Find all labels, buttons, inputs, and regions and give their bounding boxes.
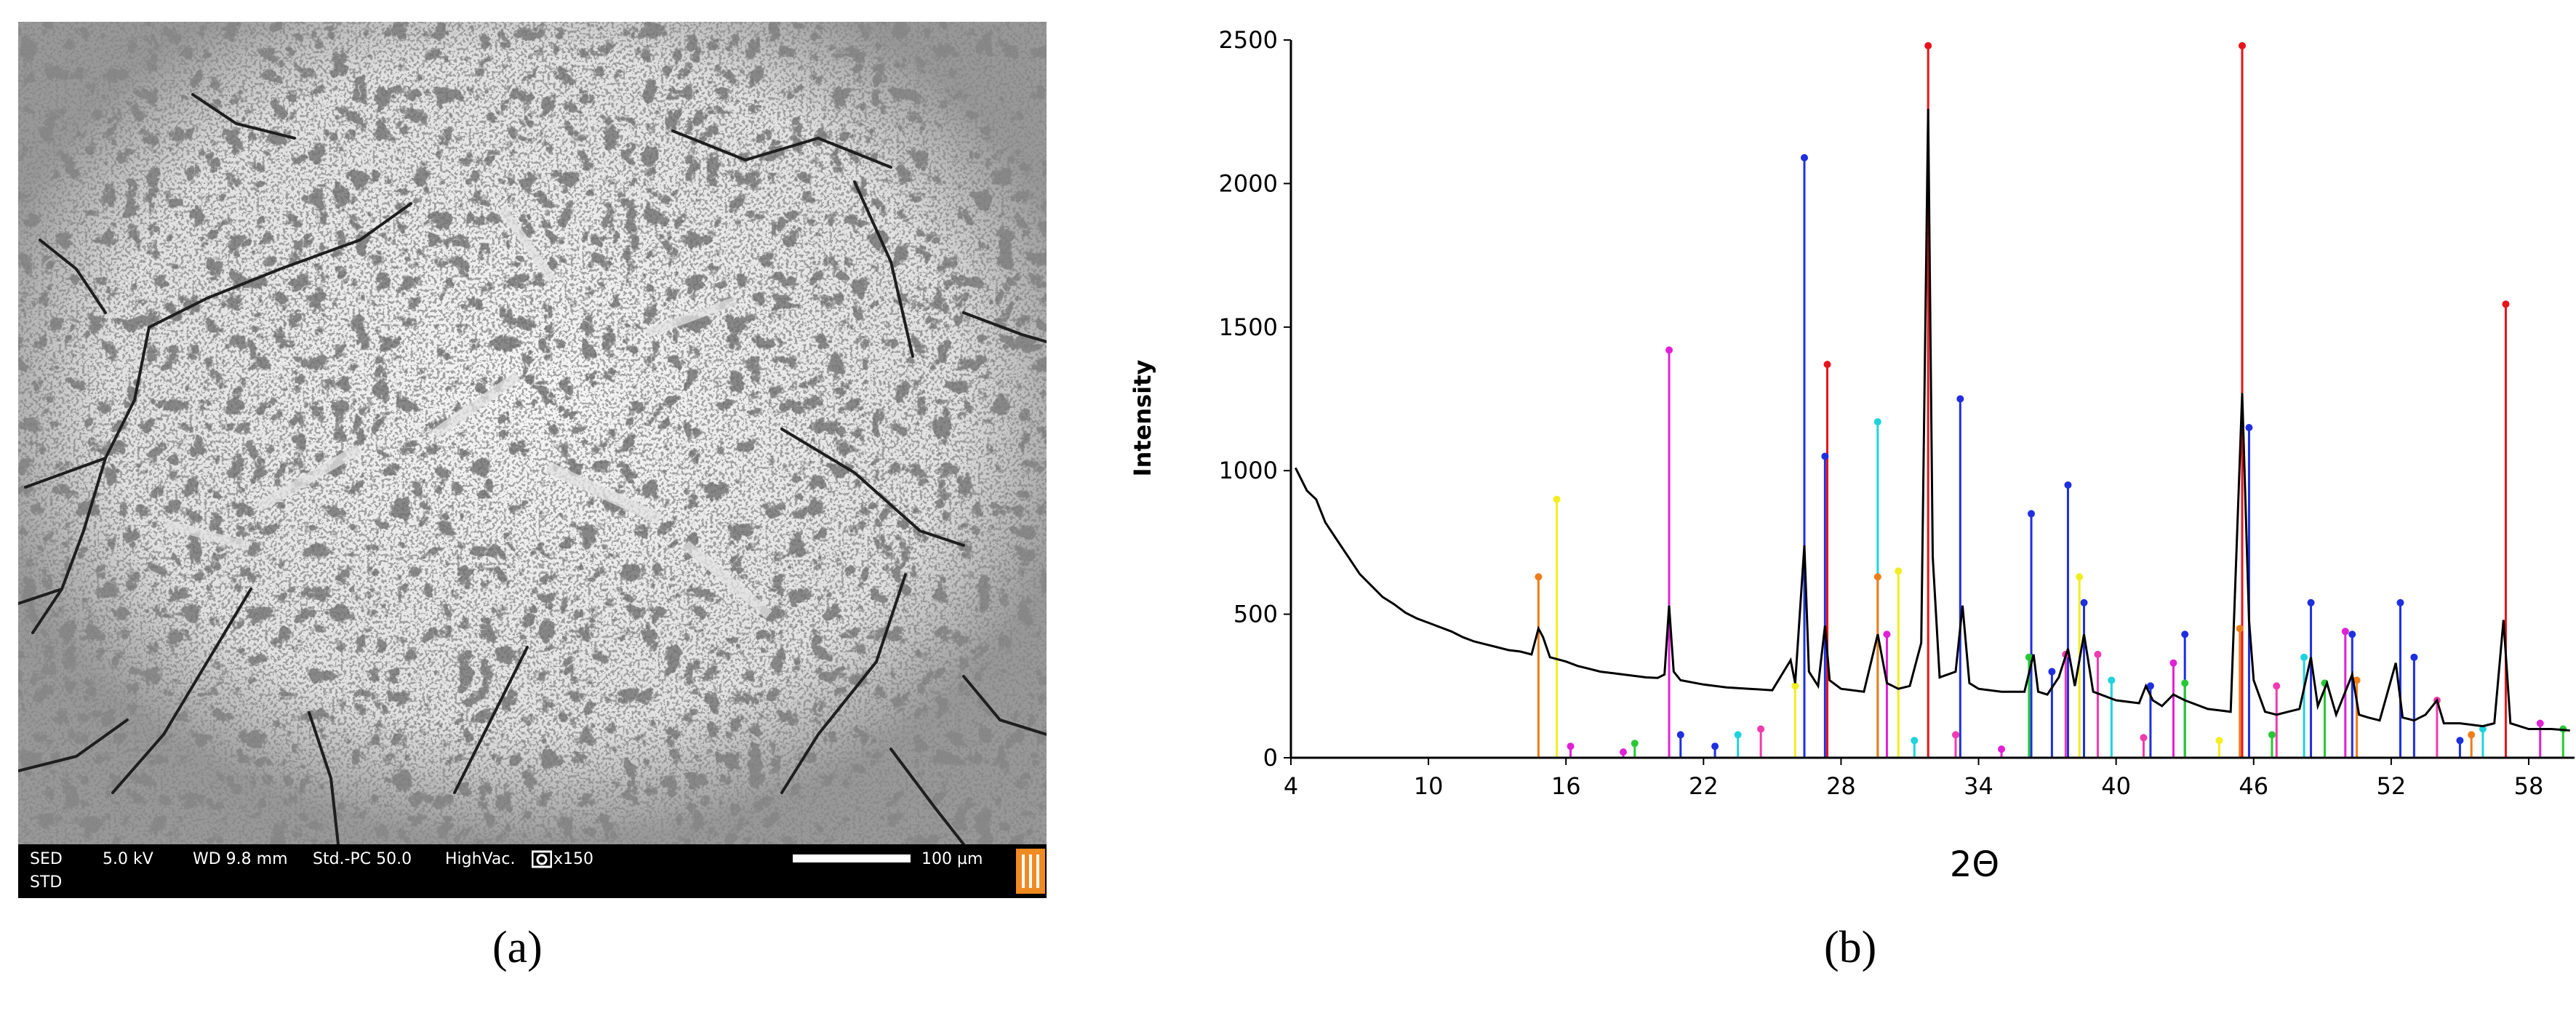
reference-peak-green [2268, 731, 2276, 758]
detector-mode: SED [30, 850, 63, 868]
reference-peak-red [1823, 361, 1831, 758]
reference-peak-blue [2080, 598, 2088, 758]
reference-peak-magenta [1567, 742, 1575, 758]
reference-peak-magenta [2169, 659, 2177, 758]
reference-peak-magenta [1620, 748, 1628, 758]
reference-peak-pink [2140, 734, 2148, 758]
reference-peak-yellow [1895, 567, 1903, 758]
x-tick-label: 40 [2101, 772, 2131, 800]
reference-peak-yellow [1553, 495, 1561, 758]
y-tick-label: 2500 [1219, 26, 1278, 54]
camera-icon [532, 850, 552, 868]
jeol-logo [1016, 849, 1045, 894]
reference-peak-blue [1956, 395, 1964, 758]
reference-peak-orange [1873, 573, 1881, 758]
magnification: x150 [553, 850, 594, 868]
x-tick-label: 22 [1689, 772, 1719, 800]
vacuum-mode: HighVac. [445, 850, 516, 868]
y-tick-label: 500 [1233, 601, 1278, 628]
reference-peak-blue [2410, 653, 2418, 758]
reference-peak-blue [2396, 598, 2404, 758]
detector-mode-secondary: STD [30, 873, 63, 892]
xrd-pattern-line [1294, 108, 2570, 732]
reference-peak-pink [2273, 682, 2281, 758]
reference-peak-red [2502, 300, 2510, 758]
y-tick-label: 1000 [1219, 457, 1278, 484]
reference-peak-pink [1757, 725, 1765, 758]
x-axis-title: 2Θ [1950, 844, 1999, 885]
reference-peak-yellow [1791, 682, 1799, 758]
sem-micrograph-panel: SED STD 5.0 kV WD 9.8 mm Std.-PC 50.0 Hi… [18, 22, 1047, 898]
reference-peak-blue [1711, 742, 1719, 758]
reference-peak-cyan [1911, 737, 1919, 758]
panel-b-label: (b) [1824, 923, 1877, 972]
x-tick-label: 46 [2239, 772, 2268, 800]
sem-micrograph-image [18, 22, 1047, 844]
y-tick-label: 2000 [1219, 169, 1278, 197]
spot-size: Std.-PC 50.0 [313, 850, 412, 868]
x-tick-label: 58 [2514, 772, 2544, 800]
y-axis-title: Intensity [1129, 360, 1156, 477]
reference-peak-blue [2348, 630, 2356, 758]
x-tick-label: 52 [2376, 772, 2406, 800]
y-tick-label: 1500 [1219, 313, 1278, 341]
scale-bar-line [793, 854, 911, 862]
x-tick-label: 28 [1826, 772, 1856, 800]
reference-peak-green [2181, 679, 2189, 758]
reference-peak-magenta [1883, 630, 1891, 758]
reference-peak-magenta [1665, 346, 1673, 758]
reference-peak-yellow [2215, 737, 2223, 758]
reference-peak-blue [2028, 510, 2036, 758]
panel-a-label: (a) [492, 923, 543, 972]
x-tick-label: 16 [1551, 772, 1581, 800]
working-distance: WD 9.8 mm [193, 850, 288, 868]
reference-peak-magenta [2536, 719, 2544, 758]
x-tick-label: 34 [1964, 772, 1993, 800]
reference-peak-blue [2064, 481, 2072, 758]
reference-peak-blue [2307, 598, 2315, 758]
reference-peak-cyan [2479, 725, 2487, 758]
sem-info-bar: SED STD 5.0 kV WD 9.8 mm Std.-PC 50.0 Hi… [18, 844, 1047, 898]
reference-peak-cyan [2108, 676, 2116, 758]
reference-peak-blue [1821, 452, 1829, 758]
reference-peak-cyan [2300, 653, 2308, 758]
reference-peak-orange [2468, 731, 2476, 758]
reference-peak-pink [2094, 650, 2102, 758]
reference-peak-blue [1676, 731, 1684, 758]
y-tick-label: 0 [1263, 744, 1278, 772]
reference-peak-blue [1801, 153, 1808, 758]
x-tick-label: 4 [1284, 772, 1298, 800]
reference-peak-magenta [1998, 745, 2006, 758]
reference-peak-blue [2048, 668, 2056, 758]
reference-peak-orange [2353, 676, 2361, 758]
reference-peak-green [1631, 740, 1639, 758]
reference-peak-orange [1535, 573, 1543, 758]
reference-peak-blue [2456, 737, 2464, 758]
reference-peak-orange [2236, 625, 2244, 758]
accelerating-voltage: 5.0 kV [103, 850, 153, 868]
reference-peak-pink [1952, 731, 1960, 758]
x-tick-label: 10 [1414, 772, 1444, 800]
scale-bar-label: 100 µm [921, 850, 983, 868]
reference-peak-cyan [1734, 731, 1742, 758]
reference-peak-yellow [2076, 573, 2084, 758]
